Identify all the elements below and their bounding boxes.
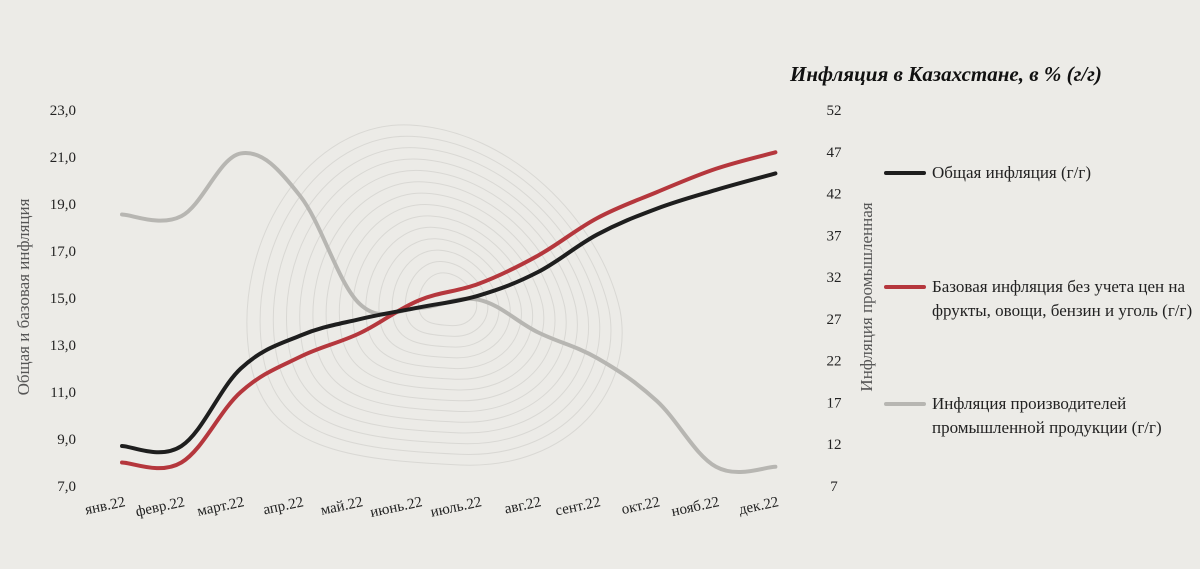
y-right-tick-label: 7 <box>830 479 838 495</box>
y-right-tick-label: 27 <box>827 312 843 328</box>
legend-swatch-core <box>884 285 926 289</box>
x-tick-label: сент.22 <box>554 494 602 519</box>
contour-ring <box>418 272 478 327</box>
legend-label-total: Общая инфляция (г/г) <box>932 163 1091 182</box>
series-lines <box>120 150 778 475</box>
y-right-tick-label: 37 <box>827 228 843 244</box>
y-left-tick-label: 11,0 <box>50 385 76 401</box>
contour-ring <box>299 169 578 423</box>
x-tick-label: февр.22 <box>134 494 186 520</box>
contour-ring <box>391 249 500 348</box>
x-tick-label: янв.22 <box>84 494 127 518</box>
y-right-tick-label: 52 <box>827 103 842 119</box>
right-axis-title: Инфляция промышленная <box>857 202 876 391</box>
x-tick-label: июнь.22 <box>369 494 424 521</box>
contour-ring <box>272 147 601 445</box>
x-tick-label: окт.22 <box>620 494 661 518</box>
x-axis-ticks: янв.22 февр.22 март.22 апр.22 май.22 июнь.22 и… <box>84 494 781 521</box>
contour-ring <box>325 192 556 402</box>
x-tick-label: авг.22 <box>503 494 542 517</box>
x-tick-label: апр.22 <box>262 494 305 518</box>
legend-swatch-producer <box>884 402 926 406</box>
contour-ring <box>352 215 534 380</box>
y-right-tick-label: 22 <box>827 354 842 370</box>
contour-ring <box>246 124 623 466</box>
contour-ring <box>378 238 511 359</box>
y-left-tick-label: 19,0 <box>50 197 76 213</box>
x-tick-label: дек.22 <box>737 494 780 518</box>
y-right-tick-label: 42 <box>827 187 842 203</box>
x-tick-label: май.22 <box>319 494 364 519</box>
legend-swatch-total <box>884 171 926 175</box>
y-left-tick-label: 17,0 <box>50 244 76 260</box>
contour-ring <box>338 204 545 391</box>
y-left-tick-label: 7,0 <box>57 479 76 495</box>
contour-ring <box>259 135 612 455</box>
series-line-core <box>120 150 778 471</box>
y-left-tick-label: 13,0 <box>50 338 76 354</box>
legend-label-core: Базовая инфляция без учета цен на фрукты… <box>932 277 1193 320</box>
contour-ring <box>365 226 522 369</box>
y-left-tick-label: 23,0 <box>50 103 76 119</box>
y-left-tick-label: 9,0 <box>57 432 76 448</box>
chart-title: Инфляция в Казахстане, в % (г/г) <box>790 62 1102 86</box>
y-right-tick-label: 12 <box>827 437 842 453</box>
y-left-tick-label: 15,0 <box>50 291 76 307</box>
left-axis-title: Общая и базовая инфляция <box>14 198 33 395</box>
x-tick-label: нояб.22 <box>670 494 721 520</box>
right-axis-ticks: 7 12 17 22 27 32 37 42 47 52 <box>827 103 843 495</box>
x-tick-label: март.22 <box>196 494 246 520</box>
contour-ring <box>312 181 567 412</box>
y-right-tick-label: 47 <box>827 145 843 161</box>
series-line-total <box>120 171 778 455</box>
y-right-tick-label: 17 <box>827 395 843 411</box>
y-left-tick-label: 21,0 <box>50 150 76 166</box>
x-tick-label: июль.22 <box>429 494 483 520</box>
left-axis-ticks: 7,0 9,0 11,0 13,0 15,0 17,0 19,0 21,0 23,0 <box>50 103 76 495</box>
contour-ring <box>286 158 589 434</box>
legend-label-producer: Инфляция производителей промышленной про… <box>932 394 1162 437</box>
y-right-tick-label: 32 <box>827 270 842 286</box>
